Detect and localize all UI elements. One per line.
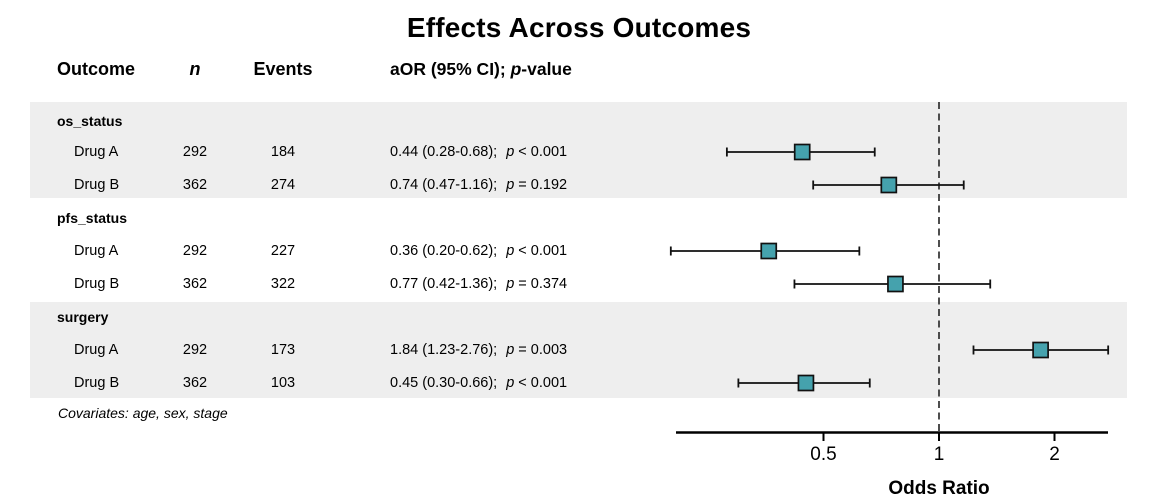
aor-ci-pvalue: 0.45 (0.30-0.66); p < 0.001 — [390, 373, 567, 393]
group-header-row: os_status — [0, 111, 1158, 131]
n-value: 362 — [182, 177, 208, 193]
x-tick-label: 1 — [934, 444, 945, 465]
p-value: = 0.192 — [518, 177, 568, 193]
group-header-row: pfs_status — [0, 208, 1158, 228]
group-header-row: surgery — [0, 307, 1158, 327]
group-band-os-status — [30, 102, 1127, 198]
treatment-label: Drug B — [74, 177, 120, 193]
table-row: Drug B 362 274 0.74 (0.47-1.16); p = 0.192 — [0, 175, 1158, 195]
group-label: pfs_status — [57, 210, 128, 226]
table-row: Drug A 292 184 0.44 (0.28-0.68); p < 0.001 — [0, 142, 1158, 162]
aor-ci-pvalue: 0.77 (0.42-1.36); p = 0.374 — [390, 274, 567, 294]
column-header-row: Outcome n Events aOR (95% CI); p-value — [0, 59, 1158, 79]
events-value: 173 — [270, 342, 296, 358]
events-value: 103 — [270, 375, 296, 391]
ci-text: 0.36 (0.20-0.62); — [390, 243, 498, 259]
p-value: = 0.374 — [518, 276, 568, 292]
x-axis-title: Odds Ratio — [888, 478, 989, 499]
group-band-surgery — [30, 302, 1127, 398]
p-value: < 0.001 — [518, 375, 568, 391]
group-label: surgery — [57, 309, 109, 325]
p-symbol: p — [506, 375, 515, 391]
aor-header-p-symbol: p — [510, 59, 522, 79]
aor-header-prefix: aOR (95% CI); — [390, 59, 511, 79]
p-symbol: p — [506, 342, 515, 358]
events-value: 184 — [270, 144, 296, 160]
table-row: Drug B 362 103 0.45 (0.30-0.66); p < 0.001 — [0, 373, 1158, 393]
ci-text: 1.84 (1.23-2.76); — [390, 342, 498, 358]
events-value: 274 — [270, 177, 296, 193]
aor-header-suffix: -value — [521, 59, 572, 79]
aor-ci-pvalue: 0.74 (0.47-1.16); p = 0.192 — [390, 175, 567, 195]
p-symbol: p — [506, 144, 515, 160]
ci-text: 0.74 (0.47-1.16); — [390, 177, 498, 193]
chart-title: Effects Across Outcomes — [406, 12, 752, 43]
column-header-aor: aOR (95% CI); p-value — [390, 59, 572, 79]
treatment-label: Drug A — [74, 342, 119, 358]
p-symbol: p — [506, 243, 515, 259]
ci-text: 0.45 (0.30-0.66); — [390, 375, 498, 391]
p-value: = 0.003 — [518, 342, 568, 358]
n-value: 362 — [182, 276, 208, 292]
aor-ci-pvalue: 1.84 (1.23-2.76); p = 0.003 — [390, 340, 567, 360]
group-label: os_status — [57, 113, 123, 129]
x-tick-label: 0.5 — [810, 444, 836, 465]
p-symbol: p — [506, 177, 515, 193]
n-value: 292 — [182, 243, 208, 259]
table-row: Drug A 292 173 1.84 (1.23-2.76); p = 0.003 — [0, 340, 1158, 360]
treatment-label: Drug B — [74, 375, 120, 391]
n-value: 292 — [182, 342, 208, 358]
n-value: 292 — [182, 144, 208, 160]
column-header-events: Events — [253, 59, 313, 79]
x-tick-label: 2 — [1049, 444, 1060, 465]
table-row: Drug B 362 322 0.77 (0.42-1.36); p = 0.374 — [0, 274, 1158, 294]
treatment-label: Drug B — [74, 276, 120, 292]
column-header-outcome: Outcome — [57, 59, 136, 79]
aor-ci-pvalue: 0.36 (0.20-0.62); p < 0.001 — [390, 241, 567, 261]
events-value: 322 — [270, 276, 296, 292]
p-value: < 0.001 — [518, 243, 568, 259]
covariates-footnote: Covariates: age, sex, stage — [58, 405, 228, 421]
ci-text: 0.77 (0.42-1.36); — [390, 276, 498, 292]
p-symbol: p — [506, 276, 515, 292]
events-value: 227 — [270, 243, 296, 259]
n-value: 362 — [182, 375, 208, 391]
column-header-n: n — [189, 59, 201, 79]
table-row: Drug A 292 227 0.36 (0.20-0.62); p < 0.001 — [0, 241, 1158, 261]
aor-ci-pvalue: 0.44 (0.28-0.68); p < 0.001 — [390, 142, 567, 162]
treatment-label: Drug A — [74, 243, 119, 259]
ci-text: 0.44 (0.28-0.68); — [390, 144, 498, 160]
treatment-label: Drug A — [74, 144, 119, 160]
p-value: < 0.001 — [518, 144, 568, 160]
